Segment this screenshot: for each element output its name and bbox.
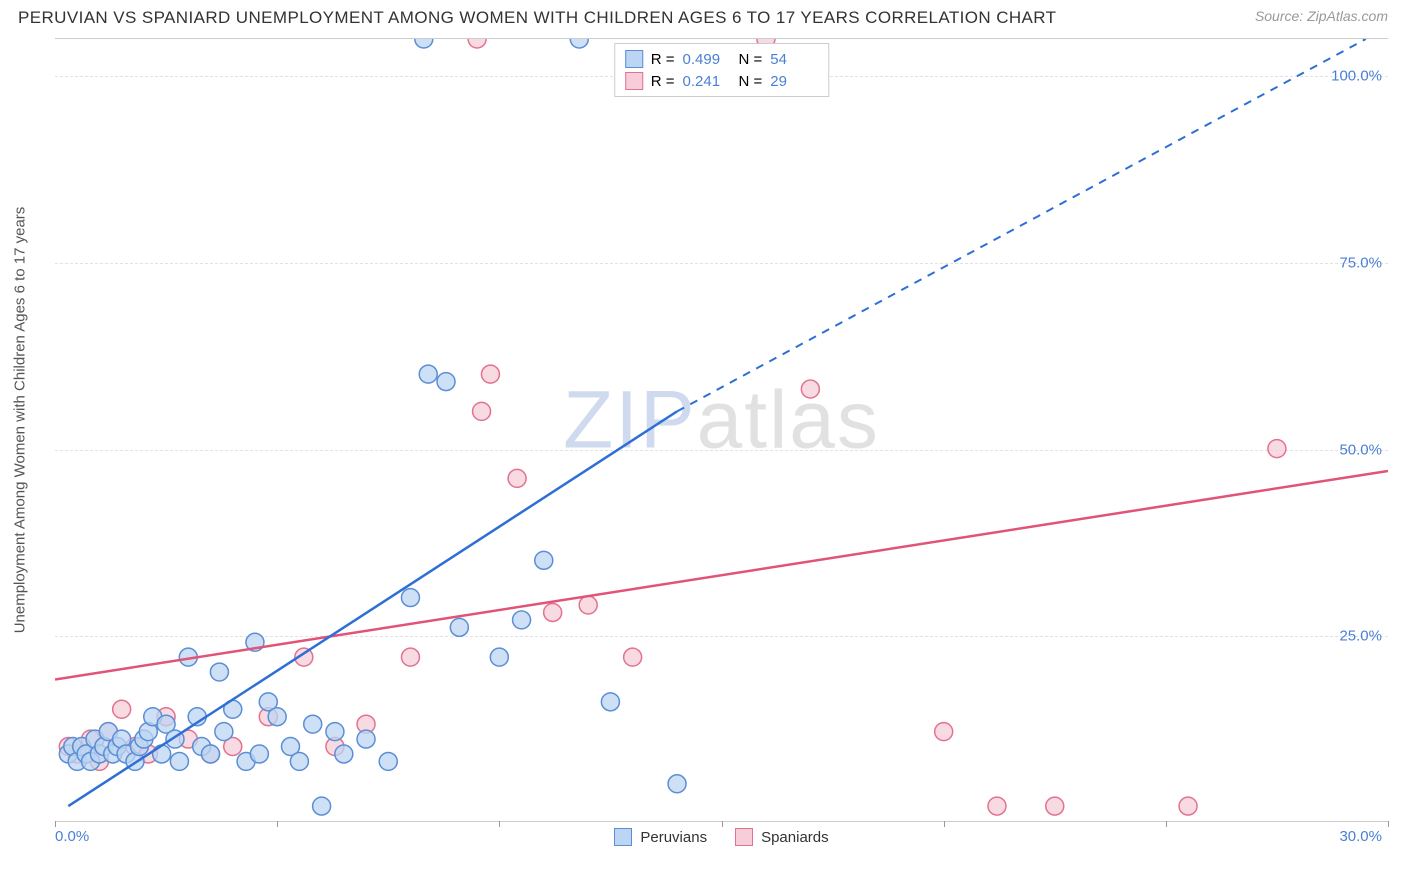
- x-tick: [55, 821, 56, 827]
- legend-item-spaniards: Spaniards: [735, 828, 829, 846]
- swatch-spaniards: [735, 828, 753, 846]
- plot-area: ZIPatlas 25.0%50.0%75.0%100.0% R = 0.499…: [55, 38, 1388, 822]
- x-tick: [944, 821, 945, 827]
- swatch-peruvians: [614, 828, 632, 846]
- source-attribution: Source: ZipAtlas.com: [1255, 8, 1388, 24]
- chart-title: PERUVIAN VS SPANIARD UNEMPLOYMENT AMONG …: [18, 8, 1056, 28]
- n-value-peruvians: 54: [770, 51, 818, 68]
- n-label: N =: [739, 73, 763, 90]
- y-axis-title: Unemployment Among Women with Children A…: [12, 207, 29, 634]
- legend-row-peruvians: R = 0.499 N = 54: [625, 48, 819, 70]
- x-tick: [1166, 821, 1167, 827]
- legend-series: Peruvians Spaniards: [55, 828, 1388, 846]
- r-label: R =: [651, 73, 675, 90]
- x-tick: [1388, 821, 1389, 827]
- legend-label-spaniards: Spaniards: [761, 829, 829, 846]
- x-tick: [722, 821, 723, 827]
- r-label: R =: [651, 51, 675, 68]
- x-tick: [499, 821, 500, 827]
- n-value-spaniards: 29: [770, 73, 818, 90]
- legend-row-spaniards: R = 0.241 N = 29: [625, 70, 819, 92]
- swatch-spaniards: [625, 72, 643, 90]
- legend-label-peruvians: Peruvians: [640, 829, 707, 846]
- chart-svg: [55, 39, 1388, 821]
- x-tick: [277, 821, 278, 827]
- legend-correlation: R = 0.499 N = 54 R = 0.241 N = 29: [614, 43, 830, 97]
- legend-item-peruvians: Peruvians: [614, 828, 707, 846]
- r-value-peruvians: 0.499: [683, 51, 731, 68]
- r-value-spaniards: 0.241: [683, 73, 731, 90]
- swatch-peruvians: [625, 50, 643, 68]
- n-label: N =: [739, 51, 763, 68]
